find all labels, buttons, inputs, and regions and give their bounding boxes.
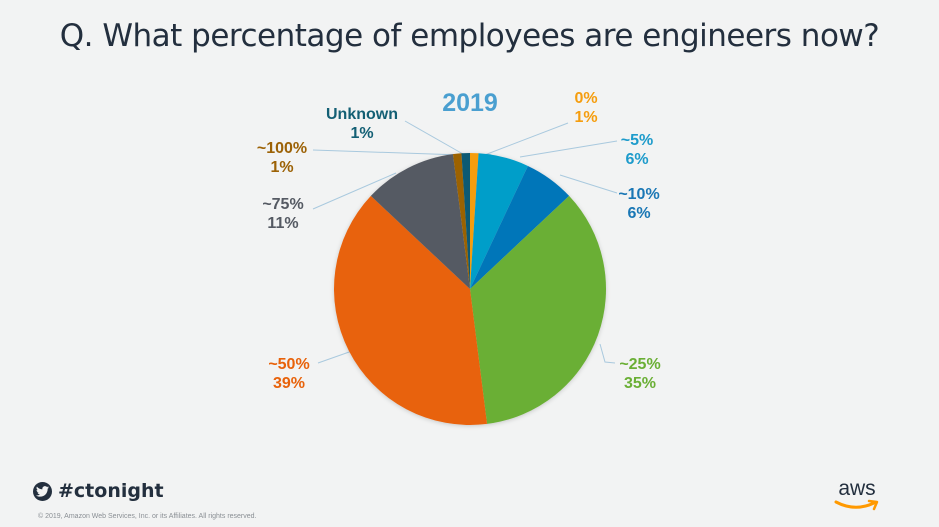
hashtag-text: #ctonight: [58, 480, 164, 502]
slice-category-label: ~75%: [262, 196, 303, 213]
slice-value-label: 6%: [625, 151, 648, 168]
pie-slice-0: [470, 153, 479, 289]
slice-value-label: 11%: [267, 215, 298, 232]
slice-category-label: ~100%: [257, 140, 307, 157]
leader-line: [404, 120, 464, 155]
slice-category-label: ~25%: [619, 356, 660, 373]
slice-category-label: ~10%: [618, 186, 659, 203]
pie-slice-10: [470, 165, 570, 289]
leader-line: [312, 172, 397, 210]
pie-slice-25: [470, 195, 607, 424]
chart-title: 2019: [442, 89, 498, 117]
leader-line: [559, 174, 618, 194]
slice-category-label: ~50%: [268, 356, 309, 373]
copyright-notice: © 2019, Amazon Web Services, Inc. or its…: [38, 513, 257, 520]
slice-value-label: 6%: [627, 205, 650, 222]
pie-slice-100: [452, 153, 470, 289]
leader-line: [519, 140, 618, 158]
pie-slice-unknown: [461, 153, 470, 289]
leader-line: [312, 149, 462, 156]
pie-chart: 2019 0% 1% ~5% 6% ~10% 6% ~25% 35% ~50% 39% ~75% 11…: [257, 89, 661, 426]
slice-value-label: 39%: [273, 375, 305, 392]
aws-logo: aws: [832, 477, 882, 516]
slice-category-label: Unknown: [326, 106, 398, 123]
pie-slice-75: [370, 154, 470, 289]
slice-category-label: ~5%: [621, 132, 653, 149]
twitter-icon: [33, 481, 52, 501]
slice-value-label: 35%: [624, 375, 656, 392]
aws-logo-text: aws: [838, 477, 876, 500]
aws-smile-icon: [834, 499, 879, 511]
leader-line: [317, 350, 353, 364]
leader-line: [599, 343, 616, 364]
leader-line: [481, 122, 569, 157]
pie-slice-5: [470, 153, 528, 289]
pie-slice-50: [333, 195, 488, 426]
slice-value-label: 1%: [574, 109, 597, 126]
slide-title: Q. What percentage of employees are engi…: [59, 18, 880, 54]
hashtag: #ctonight: [33, 480, 164, 502]
slice-value-label: 1%: [350, 125, 373, 142]
slice-value-label: 1%: [270, 159, 293, 176]
slice-category-label: 0%: [574, 90, 597, 107]
